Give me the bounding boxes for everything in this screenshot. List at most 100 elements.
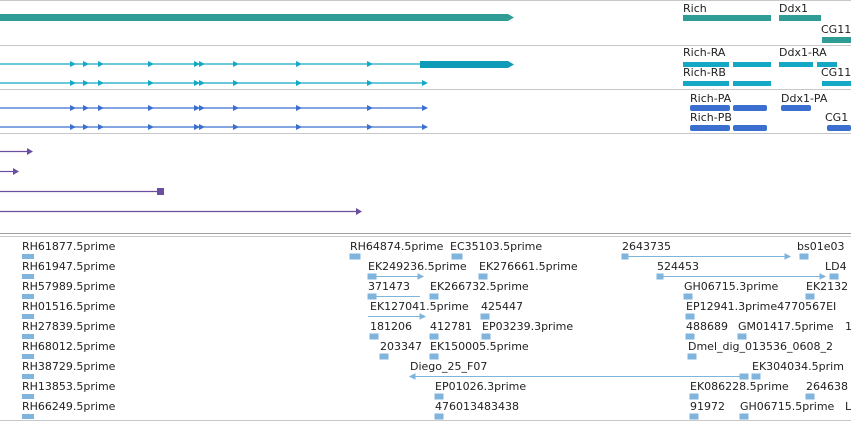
triangle-icon xyxy=(367,124,373,130)
est-label[interactable]: 181206 xyxy=(370,320,412,333)
triangle-icon xyxy=(356,208,362,215)
est-label[interactable]: 524453 xyxy=(657,260,699,273)
transcript-label-rich-ra[interactable]: Rich-RA xyxy=(683,46,726,59)
est-block-icon[interactable] xyxy=(22,414,34,419)
est-label[interactable]: EK276661.5prime xyxy=(479,260,578,273)
est-block-icon[interactable] xyxy=(22,254,34,259)
est-track: RH61877.5prime RH61947.5prime RH57989.5p… xyxy=(0,236,851,421)
gene-label-ddx1[interactable]: Ddx1 xyxy=(779,2,808,15)
triangle-icon xyxy=(233,124,239,130)
est-label[interactable]: EK127041.5prime xyxy=(370,300,469,313)
triangle-icon xyxy=(194,80,200,86)
protein-label-rich-pa[interactable]: Rich-PA xyxy=(690,92,732,105)
est-label[interactable]: RH68012.5prime xyxy=(22,340,116,353)
triangle-icon xyxy=(367,105,373,111)
triangle-icon xyxy=(508,61,514,68)
est-block-icon[interactable] xyxy=(22,294,34,299)
est-block-icon[interactable] xyxy=(22,354,34,359)
est-label[interactable]: EP01026.3prime xyxy=(435,380,526,393)
feature-track-canvas xyxy=(0,148,362,215)
est-label[interactable]: 476013483438 xyxy=(435,400,519,413)
est-label[interactable]: RH38729.5prime xyxy=(22,360,116,373)
triangle-icon xyxy=(296,61,302,67)
triangle-icon xyxy=(70,80,76,86)
est-label[interactable]: GM01417.5prime xyxy=(738,320,834,333)
est-label[interactable]: 2643735 xyxy=(622,240,671,253)
est-label[interactable]: 203347 xyxy=(380,340,422,353)
triangle-icon xyxy=(70,61,76,67)
feature-end-block[interactable] xyxy=(157,188,164,195)
est-block-icon[interactable] xyxy=(22,314,34,319)
est-block-icon[interactable] xyxy=(22,334,34,339)
transcript-exon-ra[interactable] xyxy=(420,61,508,68)
est-label[interactable]: EK249236.5prime xyxy=(368,260,467,273)
est-label[interactable]: Diego_25_F07 xyxy=(410,360,487,373)
est-label[interactable]: RH61877.5prime xyxy=(22,240,116,253)
triangle-icon xyxy=(98,80,104,86)
triangle-icon xyxy=(148,105,154,111)
est-block-icon[interactable] xyxy=(22,374,34,379)
gene-track-canvas: Rich Ddx1 CG11 xyxy=(0,0,851,43)
est-label[interactable]: 488689 xyxy=(686,320,728,333)
est-label[interactable]: EK2132 xyxy=(806,280,848,293)
est-label[interactable]: EP12941.3prime4770567EI xyxy=(686,300,836,313)
triangle-icon xyxy=(98,61,104,67)
est-label[interactable]: 425447 xyxy=(481,300,523,313)
est-label[interactable]: RH27839.5prime xyxy=(22,320,116,333)
triangle-icon xyxy=(233,105,239,111)
triangle-icon xyxy=(296,124,302,130)
est-label[interactable]: GH06715.3prime xyxy=(684,280,779,293)
est-label[interactable]: RH57989.5prime xyxy=(22,280,116,293)
est-label[interactable]: EP03239.3prime xyxy=(482,320,573,333)
est-label[interactable]: RH64874.5prime xyxy=(350,240,444,253)
transcript-track-canvas: Rich-RA Ddx1-RA Rich-RB CG11 xyxy=(0,46,851,86)
est-block-icon[interactable] xyxy=(22,394,34,399)
protein-track: Rich-PA Ddx1-PA Rich-PB CG1 xyxy=(0,90,851,134)
triangle-icon xyxy=(422,124,428,130)
gene-label-rich[interactable]: Rich xyxy=(683,2,707,15)
est-label[interactable]: 91972 xyxy=(690,400,725,413)
gene-bar-ddx1[interactable] xyxy=(779,15,821,21)
triangle-icon xyxy=(422,105,428,111)
transcript-label-ddx1-ra[interactable]: Ddx1-RA xyxy=(779,46,827,59)
est-label[interactable]: 264638 xyxy=(806,380,848,393)
est-label[interactable]: RH13853.5prime xyxy=(22,380,116,393)
est-label[interactable]: LD4 xyxy=(825,260,847,273)
triangle-icon xyxy=(83,124,89,130)
est-label[interactable]: Dmel_dig_013536_0608_2 xyxy=(688,340,833,353)
est-label[interactable]: 412781 xyxy=(430,320,472,333)
gene-label-cg11[interactable]: CG11 xyxy=(821,23,851,36)
triangle-icon xyxy=(98,105,104,111)
transcript-label-rich-rb[interactable]: Rich-RB xyxy=(683,66,726,79)
est-block-icon[interactable] xyxy=(22,274,34,279)
est-track-canvas: RH61877.5prime RH61947.5prime RH57989.5p… xyxy=(22,240,851,420)
protein-label-ddx1-pa[interactable]: Ddx1-PA xyxy=(781,92,828,105)
est-label[interactable]: 1 xyxy=(845,320,851,333)
triangle-icon xyxy=(83,80,89,86)
protein-label-rich-pb[interactable]: Rich-PB xyxy=(690,111,732,124)
est-label[interactable]: RH61947.5prime xyxy=(22,260,116,273)
est-label[interactable]: 371473 xyxy=(368,280,410,293)
protein-label-cg1[interactable]: CG1 xyxy=(825,111,848,124)
est-label[interactable]: EK304034.5prim xyxy=(752,360,844,373)
est-label[interactable]: bs01e03 xyxy=(797,240,844,253)
triangle-icon xyxy=(194,61,200,67)
est-label[interactable]: EK266732.5prime xyxy=(430,280,529,293)
est-label[interactable]: EC35103.5prime xyxy=(450,240,542,253)
est-label[interactable]: EK150005.5prime xyxy=(430,340,529,353)
triangle-icon xyxy=(70,105,76,111)
transcript-label-cg11[interactable]: CG11 xyxy=(821,66,851,79)
gene-bar-rich[interactable] xyxy=(683,15,771,21)
gene-bar-left[interactable] xyxy=(0,14,508,21)
triangle-icon xyxy=(98,124,104,130)
est-label[interactable]: RH66249.5prime xyxy=(22,400,116,413)
est-label[interactable]: RH01516.5prime xyxy=(22,300,116,313)
est-label[interactable]: GH06715.5prime xyxy=(740,400,835,413)
est-label[interactable]: L xyxy=(845,400,851,413)
est-label[interactable]: EK086228.5prime xyxy=(690,380,789,393)
transcript-track: Rich-RA Ddx1-RA Rich-RB CG11 xyxy=(0,46,851,90)
triangle-icon xyxy=(194,105,200,111)
feature-track xyxy=(0,134,851,234)
gene-bar-cg11[interactable] xyxy=(822,37,851,43)
triangle-icon xyxy=(70,124,76,130)
